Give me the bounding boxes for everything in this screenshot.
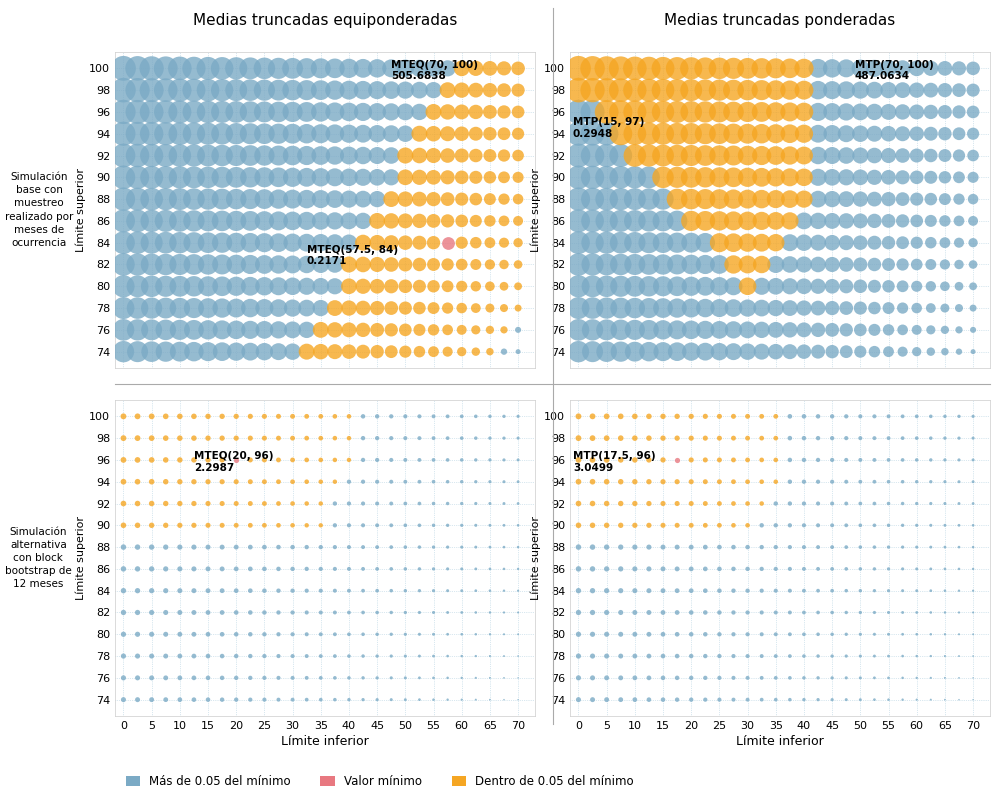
Point	[613, 236, 629, 249]
Point	[327, 258, 343, 271]
Point	[599, 302, 615, 314]
Point	[369, 671, 385, 684]
Point	[115, 106, 131, 118]
Point	[454, 562, 470, 575]
Point	[144, 584, 160, 597]
Point	[426, 541, 442, 554]
Point	[881, 628, 897, 641]
Point	[411, 541, 427, 554]
Point	[383, 671, 399, 684]
Point	[256, 171, 272, 184]
Point	[923, 410, 939, 422]
Point	[186, 127, 202, 140]
Text: MTP(17.5, 96)
3.0499: MTP(17.5, 96) 3.0499	[573, 451, 655, 473]
Point	[115, 323, 131, 336]
Point	[426, 497, 442, 510]
Point	[796, 193, 812, 206]
Point	[482, 650, 498, 662]
Point	[369, 541, 385, 554]
Point	[782, 519, 798, 532]
Point	[454, 519, 470, 532]
Point	[740, 280, 756, 293]
Point	[951, 671, 967, 684]
Point	[951, 127, 967, 140]
Point	[866, 584, 882, 597]
Point	[669, 541, 685, 554]
Point	[810, 628, 826, 641]
Point	[838, 171, 854, 184]
Point	[641, 475, 657, 488]
Point	[768, 432, 784, 445]
Point	[510, 584, 526, 597]
Point	[158, 410, 174, 422]
Point	[172, 454, 188, 466]
Point	[754, 214, 770, 227]
Point	[655, 671, 671, 684]
Point	[130, 694, 146, 706]
Point	[725, 650, 741, 662]
Point	[130, 62, 146, 74]
Point	[909, 62, 925, 74]
Point	[824, 258, 840, 271]
Point	[909, 650, 925, 662]
Point	[426, 236, 442, 249]
Point	[130, 280, 146, 293]
Point	[824, 671, 840, 684]
Point	[683, 149, 699, 162]
Point	[613, 694, 629, 706]
Point	[740, 497, 756, 510]
Point	[355, 302, 371, 314]
Point	[909, 410, 925, 422]
Point	[655, 562, 671, 575]
Point	[881, 84, 897, 97]
Point	[426, 84, 442, 97]
Point	[482, 193, 498, 206]
Point	[852, 127, 868, 140]
Point	[158, 280, 174, 293]
Point	[200, 519, 216, 532]
Point	[740, 258, 756, 271]
Point	[725, 606, 741, 619]
Point	[909, 236, 925, 249]
Point	[909, 193, 925, 206]
Point	[570, 84, 586, 97]
Point	[852, 606, 868, 619]
Point	[824, 280, 840, 293]
Point	[937, 432, 953, 445]
Point	[270, 171, 286, 184]
Point	[341, 258, 357, 271]
Point	[482, 562, 498, 575]
Point	[937, 650, 953, 662]
Point	[130, 650, 146, 662]
Point	[214, 346, 230, 358]
Point	[299, 62, 315, 74]
Point	[228, 149, 244, 162]
Point	[824, 410, 840, 422]
Point	[895, 62, 911, 74]
Point	[299, 541, 315, 554]
Point	[965, 214, 981, 227]
Point	[313, 432, 329, 445]
Point	[369, 432, 385, 445]
Point	[327, 149, 343, 162]
Point	[299, 410, 315, 422]
Point	[172, 302, 188, 314]
Point	[327, 497, 343, 510]
Point	[627, 519, 643, 532]
Text: MTP(15, 97)
0.2948: MTP(15, 97) 0.2948	[573, 118, 644, 139]
Point	[426, 562, 442, 575]
Point	[697, 149, 713, 162]
Point	[641, 280, 657, 293]
Point	[838, 694, 854, 706]
Point	[782, 149, 798, 162]
Point	[355, 193, 371, 206]
Point	[130, 606, 146, 619]
Point	[852, 432, 868, 445]
Point	[782, 628, 798, 641]
Point	[440, 432, 456, 445]
Point	[313, 519, 329, 532]
Point	[570, 258, 586, 271]
Point	[510, 541, 526, 554]
Point	[482, 606, 498, 619]
Text: Medias truncadas ponderadas: Medias truncadas ponderadas	[664, 14, 896, 28]
